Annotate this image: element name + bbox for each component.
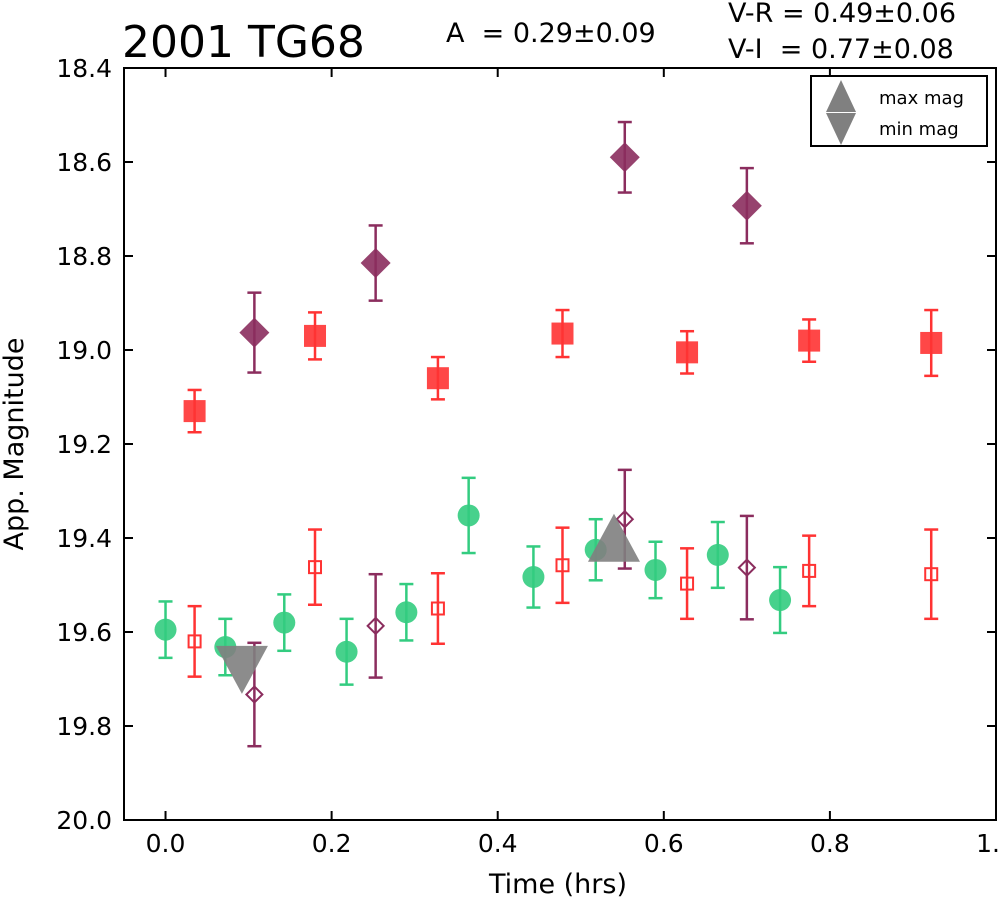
x-tick-label: 0.2	[312, 829, 352, 858]
square-marker	[183, 400, 206, 423]
open-square-marker	[308, 560, 323, 575]
y-tick-label: 19.0	[56, 336, 112, 365]
diamond-marker	[609, 142, 640, 173]
open-square-marker	[924, 567, 939, 582]
max-mag-triangle	[587, 513, 640, 562]
circle-marker	[644, 558, 667, 581]
legend-min-mag-marker	[826, 113, 856, 145]
series-square-open	[187, 526, 939, 678]
v-i-annotation: V-I = 0.77±0.08	[728, 34, 954, 65]
x-tick-label: 0.0	[146, 829, 186, 858]
legend-max-mag-marker	[826, 80, 856, 112]
open-diamond-marker	[737, 558, 757, 578]
series-diamond	[239, 120, 762, 374]
open-diamond-marker	[244, 685, 264, 704]
circle-marker	[395, 601, 418, 624]
diamond-marker	[731, 190, 762, 221]
diamond-marker	[239, 317, 270, 348]
x-axis-ticks: 0.0 0.2 0.4 0.6 0.8 1.0	[146, 68, 1000, 858]
x-tick-label: 0.8	[810, 829, 850, 858]
series-diamond-open	[244, 468, 757, 748]
open-square-marker	[802, 563, 817, 578]
circle-marker	[154, 618, 177, 641]
x-tick-label: 1.0	[976, 829, 1000, 858]
y-tick-label: 18.6	[56, 148, 112, 177]
square-marker	[920, 331, 943, 354]
x-tick-label: 0.4	[478, 829, 518, 858]
circle-marker	[769, 589, 792, 612]
square-marker	[426, 367, 449, 390]
x-axis-label: Time (hrs)	[488, 869, 627, 900]
open-square-marker	[187, 634, 202, 649]
y-tick-label: 18.8	[56, 242, 112, 271]
extrema-markers	[215, 513, 640, 694]
y-axis-label: App. Magnitude	[0, 338, 30, 551]
open-square-marker	[680, 576, 695, 591]
legend: max mag min mag	[810, 75, 988, 147]
legend-min-mag-label: min mag	[879, 119, 959, 140]
v-r-annotation: V-R = 0.49±0.06	[728, 0, 956, 29]
circle-marker	[335, 640, 358, 663]
y-tick-label: 19.2	[56, 430, 112, 459]
square-marker	[676, 341, 699, 364]
circle-marker	[457, 504, 480, 527]
min-mag-triangle	[215, 645, 268, 694]
amplitude-annotation: A = 0.29±0.09	[446, 18, 656, 49]
x-tick-label: 0.6	[644, 829, 684, 858]
series-square	[183, 308, 943, 434]
circle-marker	[522, 566, 545, 589]
open-square-marker	[430, 601, 445, 616]
y-tick-label: 19.8	[56, 712, 112, 741]
chart-title: 2001 TG68	[122, 17, 365, 68]
open-diamond-marker	[366, 616, 386, 636]
open-diamond-marker	[615, 509, 635, 529]
legend-max-mag-label: max mag	[879, 88, 964, 109]
square-marker	[551, 322, 574, 345]
y-tick-label: 18.4	[56, 54, 112, 83]
circle-marker	[706, 543, 729, 566]
circle-marker	[273, 611, 296, 634]
square-marker	[798, 329, 821, 352]
square-marker	[304, 324, 327, 347]
open-square-marker	[555, 558, 570, 573]
y-axis-ticks: 18.4 18.6 18.8 19.0 19.2 19.4 19.6 19.8 20.0	[56, 54, 996, 835]
data-marks	[154, 120, 943, 748]
y-tick-label: 19.6	[56, 618, 112, 647]
diamond-marker	[360, 248, 391, 279]
y-tick-label: 20.0	[56, 806, 112, 835]
y-tick-label: 19.4	[56, 524, 112, 553]
